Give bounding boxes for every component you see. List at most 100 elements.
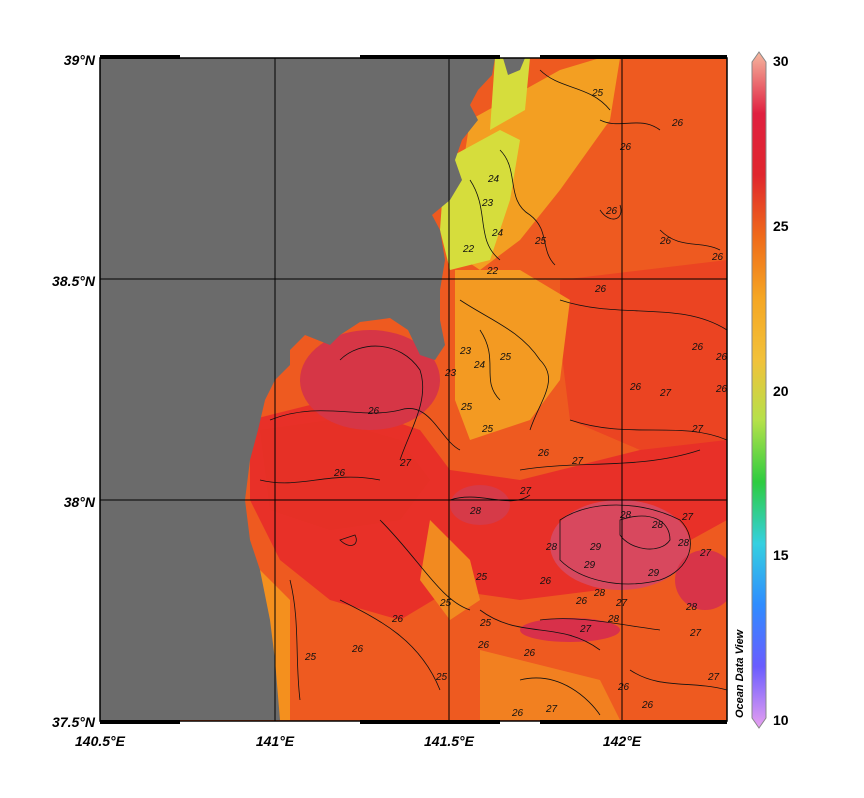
contour-label: 26: [523, 648, 536, 659]
contour-label: 27: [691, 424, 704, 435]
hot-spot: [450, 485, 510, 525]
contour-label: 26: [641, 700, 654, 711]
cool-zone: [455, 270, 570, 440]
watermark-text: Ocean Data View: [734, 628, 746, 718]
contour-label: 27: [399, 458, 412, 469]
contour-label: 27: [659, 388, 672, 399]
contour-label: 25: [591, 88, 604, 99]
hot-spot: [675, 550, 727, 610]
contour-label: 26: [539, 576, 552, 587]
contour-label: 26: [671, 118, 684, 129]
contour-label: 23: [444, 368, 457, 379]
lat-tick-label: 39°N: [64, 52, 96, 68]
contour-label: 26: [711, 252, 724, 263]
contour-label: 29: [583, 560, 596, 571]
contour-label: 22: [486, 266, 499, 277]
colorbar-tick-label: 10: [773, 712, 789, 728]
contour-label: 26: [659, 236, 672, 247]
contour-label: 26: [605, 206, 618, 217]
contour-label: 26: [617, 682, 630, 693]
colorbar-tick-label: 15: [773, 547, 789, 563]
lon-tick-label: 141°E: [256, 733, 295, 749]
contour-label: 24: [491, 228, 504, 239]
colorbar-tick-label: 20: [773, 383, 789, 399]
contour-label: 27: [699, 548, 712, 559]
gridlines: [100, 58, 727, 721]
contour-label: 24: [473, 360, 486, 371]
land-mass: [503, 58, 525, 75]
contour-label: 28: [619, 510, 632, 521]
contour-label: 28: [685, 602, 698, 613]
contour-label: 23: [459, 346, 472, 357]
hot-spot: [520, 618, 620, 642]
contour-label: 27: [615, 598, 628, 609]
contour-label: 26: [537, 448, 550, 459]
contour-label: 25: [475, 572, 488, 583]
plot-area: 25 26 26 26 24 23 24 22 22 25 26 26 26 2…: [100, 58, 728, 721]
contour-label: 25: [439, 598, 452, 609]
contour-label: 27: [579, 624, 592, 635]
lat-tick-label: 38°N: [64, 494, 96, 510]
contour-label: 28: [469, 506, 482, 517]
contour-label: 25: [534, 236, 547, 247]
hot-spot: [550, 500, 690, 590]
cool-zone: [480, 650, 620, 720]
contour-labels: 25 26 26 26 24 23 24 22 22 25 26 26 26 2…: [304, 88, 728, 719]
contour-label: 27: [681, 512, 694, 523]
contour-label: 26: [367, 406, 380, 417]
lat-tick-label: 37.5°N: [52, 714, 96, 730]
colorbar-tick-label: 25: [773, 218, 789, 234]
lon-tick-label: 141.5°E: [424, 733, 475, 749]
contour-label: 25: [460, 402, 473, 413]
contour-label: 23: [481, 198, 494, 209]
contour-label: 29: [589, 542, 602, 553]
warm-zone: [560, 260, 727, 450]
lat-axis: 39°N 38.5°N 38°N 37.5°N: [52, 52, 96, 730]
contour-label: 28: [651, 520, 664, 531]
contour-label: 26: [575, 596, 588, 607]
contour-label: 26: [594, 284, 607, 295]
cool-zone: [420, 520, 480, 620]
lon-tick-label: 142°E: [603, 733, 642, 749]
warm-zone: [260, 420, 430, 530]
contour-label: 28: [593, 588, 606, 599]
contour-label: 26: [351, 644, 364, 655]
contour-label: 28: [677, 538, 690, 549]
contour-label: 24: [487, 174, 500, 185]
contour-label: 26: [619, 142, 632, 153]
lon-axis: 140.5°E 141°E 141.5°E 142°E: [75, 733, 642, 749]
contour-label: 26: [333, 468, 346, 479]
frame-ticks: [100, 55, 727, 724]
contour-label: 27: [519, 486, 532, 497]
land-mass: [100, 58, 495, 720]
cold-zone: [440, 130, 520, 270]
contour-label: 27: [707, 672, 720, 683]
contour-label: 29: [647, 568, 660, 579]
colorbar: 30 25 20 15 10: [751, 51, 789, 729]
contour-label: 25: [435, 672, 448, 683]
contour-label: 26: [691, 342, 704, 353]
contour-label: 26: [715, 384, 728, 395]
contour-label: 28: [607, 614, 620, 625]
contour-label: 25: [481, 424, 494, 435]
contour-label: 25: [499, 352, 512, 363]
lon-tick-label: 140.5°E: [75, 733, 126, 749]
contour-label: 25: [304, 652, 317, 663]
contour-label: 26: [629, 382, 642, 393]
colorbar-bar: [751, 51, 767, 729]
contour-label: 27: [571, 456, 584, 467]
contour-label: 28: [545, 542, 558, 553]
contour-label: 26: [391, 614, 404, 625]
contour-label: 26: [715, 352, 728, 363]
contour-label: 22: [462, 244, 475, 255]
contour-label: 27: [545, 704, 558, 715]
cold-zone: [490, 58, 530, 130]
contour-label: 26: [477, 640, 490, 651]
contour-lines: [259, 69, 727, 716]
contour-label: 26: [511, 708, 524, 719]
lat-tick-label: 38.5°N: [52, 273, 96, 289]
contour-label: 27: [689, 628, 702, 639]
colorbar-tick-label: 30: [773, 53, 789, 69]
contour-label: 25: [479, 618, 492, 629]
